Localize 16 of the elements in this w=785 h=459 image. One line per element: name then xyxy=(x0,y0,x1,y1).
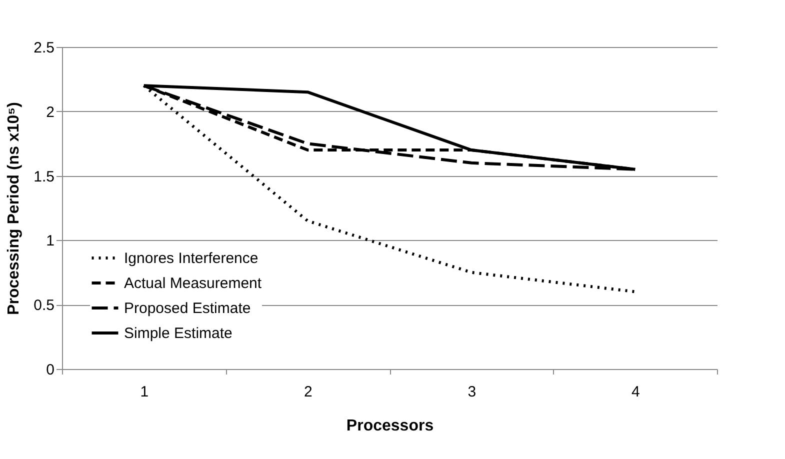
x-axis-title: Processors xyxy=(346,418,434,434)
y-tick-label: 1.5 xyxy=(34,168,54,186)
y-tick-label: 0.5 xyxy=(34,297,54,314)
y-axis-title: Processing Period (ns x10⁵) xyxy=(6,102,23,315)
x-tick-label: 4 xyxy=(631,384,640,400)
y-tick-label: 0 xyxy=(46,362,54,378)
x-tick-label: 2 xyxy=(304,384,312,400)
legend-label: Simple Estimate xyxy=(124,325,232,342)
legend-label: Ignores Interference xyxy=(124,250,258,267)
y-tick-label: 2 xyxy=(46,104,54,121)
y-tick-label: 2.5 xyxy=(34,40,54,56)
legend-label: Proposed Estimate xyxy=(124,300,251,317)
x-tick-label: 3 xyxy=(468,384,476,400)
legend-label: Actual Measurement xyxy=(124,275,262,292)
x-tick-label: 1 xyxy=(140,384,149,400)
y-tick-label: 1 xyxy=(46,232,54,250)
